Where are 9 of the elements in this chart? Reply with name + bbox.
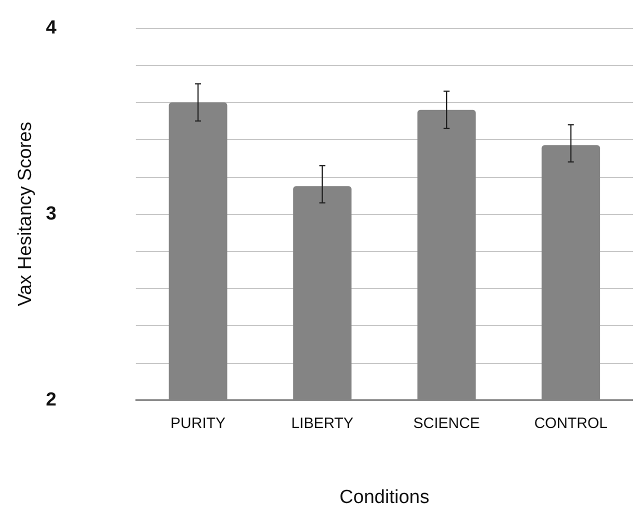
y-tick-label: 2 bbox=[46, 390, 56, 410]
y-tick-label: 4 bbox=[46, 18, 57, 38]
x-tick-label: PURITY bbox=[170, 415, 226, 432]
x-tick-label: LIBERTY bbox=[291, 415, 354, 432]
y-axis-title: Vax Hesitancy Scores bbox=[15, 122, 36, 306]
x-tick-label: SCIENCE bbox=[413, 415, 480, 432]
x-tick-label: CONTROL bbox=[534, 415, 608, 432]
y-tick-label: 3 bbox=[46, 204, 56, 224]
x-axis-title: Conditions bbox=[340, 487, 430, 508]
